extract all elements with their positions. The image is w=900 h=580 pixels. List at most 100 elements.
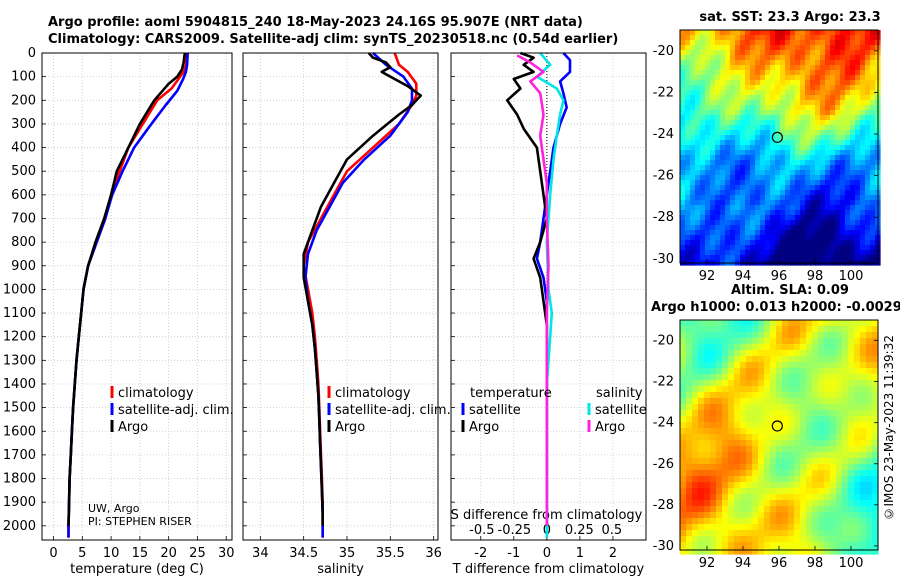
map-cell: [740, 225, 746, 231]
map-cell: [825, 135, 831, 141]
map-cell: [830, 368, 837, 375]
map-cell: [725, 50, 731, 56]
map-cell: [818, 512, 825, 519]
map-cell: [782, 362, 789, 369]
map-cell: [680, 356, 687, 363]
map-cell: [686, 428, 693, 435]
map-cell: [870, 210, 876, 216]
map-cell: [722, 518, 729, 525]
map-cell: [795, 175, 801, 181]
map-cell: [790, 60, 796, 66]
map-cell: [780, 55, 786, 61]
map-cell: [840, 110, 846, 116]
map-cell: [855, 95, 861, 101]
map-cell: [848, 332, 855, 339]
map-cell: [752, 542, 759, 549]
map-cell: [692, 326, 699, 333]
map-cell: [705, 215, 711, 221]
map-cell: [830, 398, 837, 405]
map-cell: [692, 350, 699, 357]
map-cell: [812, 470, 819, 477]
map-cell: [710, 458, 717, 465]
map-cell: [695, 115, 701, 121]
map-cell: [735, 150, 741, 156]
map-cell: [755, 160, 761, 166]
map-cell: [805, 150, 811, 156]
map-cell: [860, 350, 867, 357]
map-cell: [770, 398, 777, 405]
map-cell: [815, 70, 821, 76]
map-cell: [692, 344, 699, 351]
map-cell: [805, 230, 811, 236]
map-cell: [745, 85, 751, 91]
map-cell: [746, 476, 753, 483]
legend-label: climatology: [335, 386, 411, 401]
map-cell: [805, 205, 811, 211]
s-tick-label: -0.5: [469, 523, 494, 538]
map-cell: [855, 130, 861, 136]
map-cell: [836, 488, 843, 495]
map-cell: [740, 386, 747, 393]
map-cell: [735, 115, 741, 121]
map-cell: [805, 170, 811, 176]
map-cell: [795, 85, 801, 91]
map-cell: [810, 100, 816, 106]
map-cell: [800, 440, 807, 447]
map-cell: [698, 482, 705, 489]
map-cell: [740, 452, 747, 459]
map-cell: [845, 30, 851, 36]
map-cell: [790, 85, 796, 91]
map-cell: [740, 512, 747, 519]
map-cell: [715, 205, 721, 211]
legend-label: satellite: [595, 403, 647, 418]
map-cell: [824, 446, 831, 453]
map-cell: [770, 542, 777, 549]
map-cell: [725, 125, 731, 131]
map-cell: [765, 250, 771, 256]
map-cell: [805, 225, 811, 231]
map-cell: [810, 85, 816, 91]
map-cell: [840, 150, 846, 156]
map-cell: [722, 404, 729, 411]
map-cell: [780, 80, 786, 86]
map-cell: [795, 135, 801, 141]
map-cell: [830, 55, 836, 61]
map-cell: [750, 95, 756, 101]
map-cell: [728, 536, 735, 543]
map-cell: [824, 512, 831, 519]
map-cell: [745, 90, 751, 96]
map-cell: [855, 75, 861, 81]
map-cell: [850, 30, 856, 36]
map-cell: [760, 250, 766, 256]
map-cell: [710, 100, 716, 106]
map-cell: [716, 338, 723, 345]
map-cell: [840, 235, 846, 241]
map-cell: [812, 326, 819, 333]
map-cell: [790, 30, 796, 36]
map-y-tick-label: -20: [653, 334, 674, 349]
map-cell: [830, 542, 837, 549]
map-cell: [740, 506, 747, 513]
map-cell: [845, 230, 851, 236]
map-cell: [800, 225, 806, 231]
map-cell: [845, 170, 851, 176]
map-cell: [830, 30, 836, 36]
map-cell: [866, 452, 873, 459]
map-cell: [820, 185, 826, 191]
map-cell: [800, 40, 806, 46]
map-cell: [690, 225, 696, 231]
map-cell: [770, 130, 776, 136]
map-cell: [745, 130, 751, 136]
map-cell: [728, 506, 735, 513]
map-cell: [760, 245, 766, 251]
map-cell: [770, 518, 777, 525]
map-cell: [695, 190, 701, 196]
map-cell: [758, 374, 765, 381]
map-cell: [785, 155, 791, 161]
map-cell: [740, 350, 747, 357]
map-cell: [710, 185, 716, 191]
map-cell: [680, 320, 687, 327]
map-cell: [788, 326, 795, 333]
map-cell: [830, 95, 836, 101]
map-cell: [692, 440, 699, 447]
